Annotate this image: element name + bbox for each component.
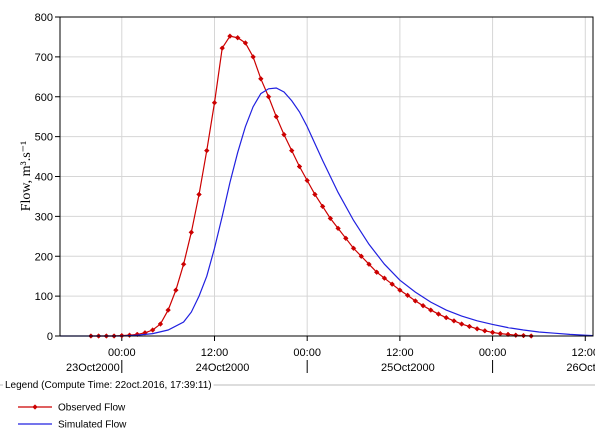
data-point xyxy=(188,229,195,236)
data-point xyxy=(412,298,419,304)
legend-title-background xyxy=(3,380,214,391)
data-point xyxy=(227,33,233,39)
data-point xyxy=(281,131,287,138)
x-tick-label: 00:00 xyxy=(293,347,321,359)
y-axis-label: Flow, m³.s⁻¹ xyxy=(19,141,34,212)
data-point xyxy=(242,40,249,46)
data-point xyxy=(443,314,449,321)
data-point xyxy=(366,261,372,267)
data-point xyxy=(482,328,488,334)
data-point xyxy=(343,235,349,242)
y-tick-label: 500 xyxy=(35,132,53,144)
data-point xyxy=(157,321,164,327)
data-point xyxy=(173,287,179,293)
data-point xyxy=(335,225,341,232)
y-tick-label: 400 xyxy=(35,172,53,184)
data-point xyxy=(196,191,202,198)
x-tick-label: 12:00 xyxy=(386,347,414,359)
x-tick-label: 12:00 xyxy=(572,347,595,359)
data-point xyxy=(234,34,241,41)
data-point xyxy=(420,302,426,309)
data-point xyxy=(265,93,272,100)
plot-area-border xyxy=(59,16,594,337)
data-point xyxy=(165,307,171,313)
legend-item: Simulated Flow xyxy=(18,420,127,431)
y-tick-label: 100 xyxy=(35,291,53,303)
y-tick-label: 800 xyxy=(35,12,53,24)
data-point xyxy=(458,321,465,327)
data-point xyxy=(397,287,403,293)
series-observed-flow xyxy=(88,33,534,339)
data-point xyxy=(435,311,442,317)
x-tick-label: 12:00 xyxy=(201,347,229,359)
data-point xyxy=(428,307,434,313)
legend-title: Legend (Compute Time: 22oct.2016, 17:39:… xyxy=(5,380,212,391)
data-point xyxy=(451,318,457,324)
series-line xyxy=(90,35,532,337)
data-point xyxy=(180,261,187,267)
data-point xyxy=(258,76,264,82)
data-point xyxy=(466,323,473,330)
series-layer xyxy=(60,33,594,339)
data-point xyxy=(211,99,218,106)
data-point xyxy=(296,163,303,170)
data-point xyxy=(319,203,326,210)
data-point xyxy=(373,269,380,275)
data-point xyxy=(304,177,310,184)
y-tick-label: 700 xyxy=(35,52,53,64)
legend-items: Observed Flow Simulated Flow xyxy=(18,403,127,431)
data-point xyxy=(489,329,496,336)
x-tick-label: 00:00 xyxy=(108,347,136,359)
x-tick-label: 00:00 xyxy=(479,347,507,359)
y-tick-label: 300 xyxy=(35,211,53,223)
x-axis-ticks: 00:00 12:00 00:00 12:00 00:00 12:00 23Oct2000 2… xyxy=(66,336,595,374)
data-point xyxy=(250,54,256,60)
series-simulated-flow xyxy=(60,87,594,337)
legend: Legend (Compute Time: 22oct.2016, 17:39:… xyxy=(0,380,595,431)
legend-label: Simulated Flow xyxy=(58,420,127,431)
data-point xyxy=(327,215,334,222)
y-tick-label: 0 xyxy=(47,331,53,343)
date-label: 26Oct2000 xyxy=(566,362,595,374)
y-axis-ticks: 0 100 200 300 400 500 600 700 800 xyxy=(35,12,60,343)
data-point xyxy=(350,245,357,252)
data-point xyxy=(312,191,318,198)
data-point xyxy=(358,253,365,260)
data-point xyxy=(474,326,480,332)
data-point xyxy=(381,275,388,281)
date-label: 24Oct2000 xyxy=(196,362,250,374)
date-label: 25Oct2000 xyxy=(381,362,435,374)
data-point xyxy=(142,330,148,336)
grid xyxy=(60,17,593,336)
data-point xyxy=(404,292,411,299)
date-label: 23Oct2000 xyxy=(66,362,120,374)
data-point xyxy=(204,147,210,154)
series-line xyxy=(60,87,594,337)
data-point xyxy=(288,147,295,154)
data-point xyxy=(149,327,156,333)
y-tick-label: 600 xyxy=(35,92,53,104)
data-point xyxy=(389,281,395,287)
y-tick-label: 200 xyxy=(35,251,53,263)
legend-item: Observed Flow xyxy=(18,403,126,414)
legend-label: Observed Flow xyxy=(58,403,126,414)
data-point xyxy=(219,45,225,51)
data-point xyxy=(273,113,280,120)
legend-marker xyxy=(32,404,38,410)
